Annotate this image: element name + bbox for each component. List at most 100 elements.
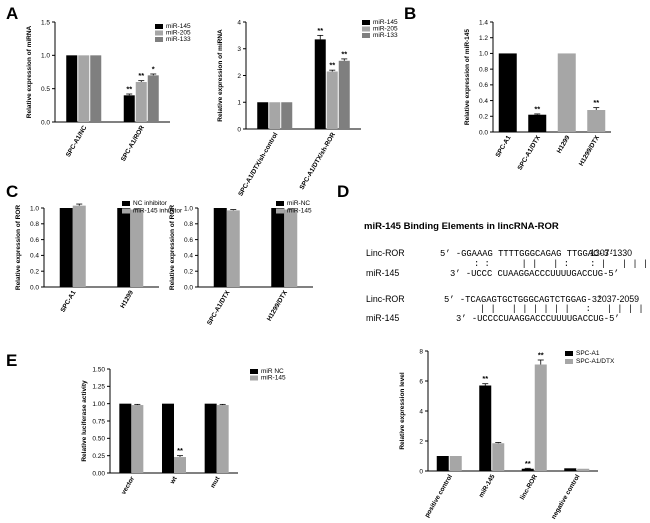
panel-label-e: E: [6, 351, 17, 370]
bar: [147, 75, 159, 122]
legend-label: miR-133: [373, 32, 398, 39]
bar: [72, 205, 86, 287]
category-label: wt: [169, 475, 180, 486]
legend-label: NC inhibitor: [133, 200, 168, 207]
significance-mark: **: [534, 104, 540, 113]
chart-d2: 0 2 4 6 8 Relative expression level positive c…: [399, 348, 615, 520]
legend-label: miR-145: [166, 23, 191, 30]
category-label: SPC-A1: [494, 134, 512, 158]
y-tick-label: 0: [237, 126, 241, 133]
category-label: miR-145: [478, 473, 497, 499]
bar: [90, 55, 102, 123]
legend-swatch: [362, 20, 370, 25]
bar: [213, 208, 227, 287]
category-label: H1299/DTX: [266, 289, 289, 322]
y-tick-label: 3: [237, 46, 241, 53]
panel-label-a: A: [6, 4, 18, 23]
chart-c1: 0.0 0.2 0.4 0.6 0.8 1.0 Relative expression of…: [15, 200, 183, 314]
legend-swatch: [155, 24, 163, 29]
category-label: SPC-A1/DTX/sh-ROR: [299, 131, 338, 191]
y-tick-label: 0.0: [479, 129, 488, 136]
legend-swatch: [250, 369, 258, 374]
bar: [130, 209, 144, 287]
category-label: SPC-A1/ROR: [120, 124, 146, 162]
y-tick-label: 1.0: [184, 205, 193, 212]
panel-label-c: C: [6, 182, 18, 201]
y-tick-label: 0.8: [30, 221, 39, 228]
chart-c2: 0.0 0.2 0.4 0.6 0.8 1.0 Relative expression of…: [169, 200, 313, 326]
y-tick-label: 1.50: [92, 366, 105, 373]
bar: [162, 403, 174, 473]
bar: [521, 468, 534, 471]
bar: [117, 208, 131, 287]
chart-e: 0.00 0.25 0.50 0.75 1.00 1.25 1.50 Relative luc…: [81, 366, 286, 496]
legend-label: miR-133: [166, 36, 191, 43]
bar: [338, 60, 350, 129]
bar: [59, 208, 73, 287]
y-axis-label: Relative expression of ROR: [15, 205, 22, 291]
binding-title: miR-145 Binding Elements in lincRNA-ROR: [364, 221, 559, 232]
bar: [216, 405, 229, 473]
y-tick-label: 0.2: [479, 114, 488, 121]
legend-swatch: [276, 201, 284, 206]
legend-swatch: [155, 30, 163, 36]
significance-mark: **: [482, 374, 488, 383]
bar: [577, 468, 590, 471]
bar: [449, 456, 462, 471]
y-tick-label: 1.0: [479, 51, 488, 58]
site2-mir-label: miR-145: [366, 313, 399, 323]
y-tick-label: 1.0: [30, 205, 39, 212]
y-tick-label: 2: [237, 73, 241, 80]
legend-swatch: [565, 351, 573, 356]
legend-swatch: [122, 201, 130, 206]
y-axis-label: Relative expression of miR-145: [464, 29, 471, 125]
site2-pairs: | | | | | | | | : | | | | | |: [480, 304, 650, 314]
legend-swatch: [565, 359, 573, 364]
bar: [479, 385, 492, 471]
significance-mark: **: [593, 98, 599, 107]
legend-swatch: [250, 375, 258, 381]
y-tick-label: 1.4: [479, 19, 488, 26]
y-tick-label: 4: [419, 408, 423, 415]
y-tick-label: 1.25: [92, 384, 105, 391]
bar: [269, 102, 281, 129]
y-tick-label: 1.0: [41, 53, 50, 60]
bar: [204, 403, 217, 473]
y-tick-label: 0.6: [479, 82, 488, 89]
y-axis-label: Relative expression of miRNA: [217, 29, 224, 122]
legend-swatch: [362, 33, 370, 38]
legend-label: miR-145: [261, 375, 286, 382]
bar: [135, 82, 147, 122]
bar: [271, 208, 285, 287]
category-label: SPC-A1/DTX: [206, 289, 232, 327]
bar: [557, 53, 576, 132]
category-label: H1299: [119, 289, 135, 309]
site2-mir-seq: 3’ -UCCCCUAAGGACCCUUUUGACCUG-5’: [456, 314, 620, 324]
y-tick-label: 0.0: [30, 284, 39, 291]
legend-label: SPC-A1: [576, 350, 600, 357]
chart-a2: 0 1 2 3 4 Relative expression of miRNA SPC-A1/…: [217, 19, 398, 198]
category-label: SPC-A1/DTX: [517, 134, 543, 172]
site1-linc-seq: 5’ -GGAAAG TTTTGGGCAGAG TTGGAC-3’: [440, 249, 614, 259]
bar: [326, 71, 338, 129]
charts-layer: 0.0 0.5 1.0 1.5 Relative expression of miRNA…: [15, 19, 615, 520]
significance-mark: **: [329, 61, 335, 70]
category-label: SPC-A1: [59, 289, 77, 313]
bar: [281, 102, 293, 129]
legend-swatch: [155, 37, 163, 42]
y-tick-label: 1: [237, 100, 241, 107]
y-tick-label: 0.6: [30, 237, 39, 244]
site2-linc-seq: 5’ -TCAGAGTGCTGGGCAGTCTGGAG-3’: [444, 295, 602, 305]
bar: [436, 456, 449, 471]
significance-mark: **: [126, 85, 132, 94]
significance-mark: **: [538, 351, 544, 360]
site1-linc-label: Linc-ROR: [366, 248, 405, 258]
bar: [174, 457, 186, 473]
legend-label: miR-145: [373, 19, 398, 26]
y-axis-label: Relative luciferase activity: [81, 380, 88, 462]
y-tick-label: 1.5: [41, 19, 50, 26]
y-tick-label: 0.8: [184, 221, 193, 228]
bar: [257, 102, 269, 129]
legend-label: SPC-A1/DTX: [576, 358, 615, 365]
category-label: negative control: [550, 473, 581, 520]
